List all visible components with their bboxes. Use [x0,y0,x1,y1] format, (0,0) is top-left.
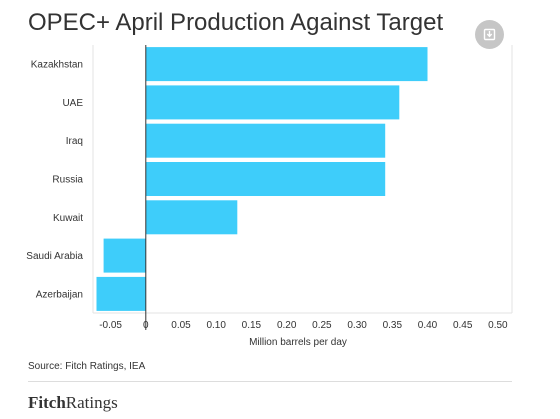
x-tick-label: 0.05 [171,320,191,331]
x-tick-label: 0.20 [277,320,297,331]
bar-kuwait [145,200,238,235]
x-tick-label: 0.15 [242,320,262,331]
x-tick-label: 0.50 [488,320,508,331]
bar-iraq [145,123,386,158]
fitch-ratings-logo: FitchRatings [28,393,118,412]
bar-chart: Kazakhstan UAE Iraq Russia Kuwait Saudi Arabi… [26,45,513,348]
x-tick-label: 0.10 [206,320,226,331]
category-label: Kuwait [53,213,83,224]
footer-divider [28,381,512,382]
download-icon [483,28,496,41]
category-label: Saudi Arabia [26,251,83,262]
bar-russia [145,162,386,196]
category-label: Azerbaijan [36,289,83,300]
x-tick-label: 0.35 [383,320,403,331]
x-tick-label: 0.45 [453,320,473,331]
bar-saudi-arabia [103,238,146,273]
x-tick-label: 0.30 [347,320,367,331]
category-label: UAE [62,98,83,109]
x-tick-label: -0.05 [99,320,122,331]
category-label: Kazakhstan [31,60,83,71]
category-label: Russia [52,175,83,186]
bar-azerbaijan [96,276,146,311]
bar-kazakhstan [145,47,428,82]
x-axis-label: Million barrels per day [249,337,347,348]
download-button[interactable] [475,20,504,49]
x-tick-label: 0.25 [312,320,332,331]
source-note: Source: Fitch Ratings, IEA [28,361,146,372]
chart-title: OPEC+ April Production Against Target [28,9,444,36]
bar-uae [145,85,400,120]
category-label: Iraq [66,136,83,147]
x-tick-label: 0.40 [418,320,438,331]
